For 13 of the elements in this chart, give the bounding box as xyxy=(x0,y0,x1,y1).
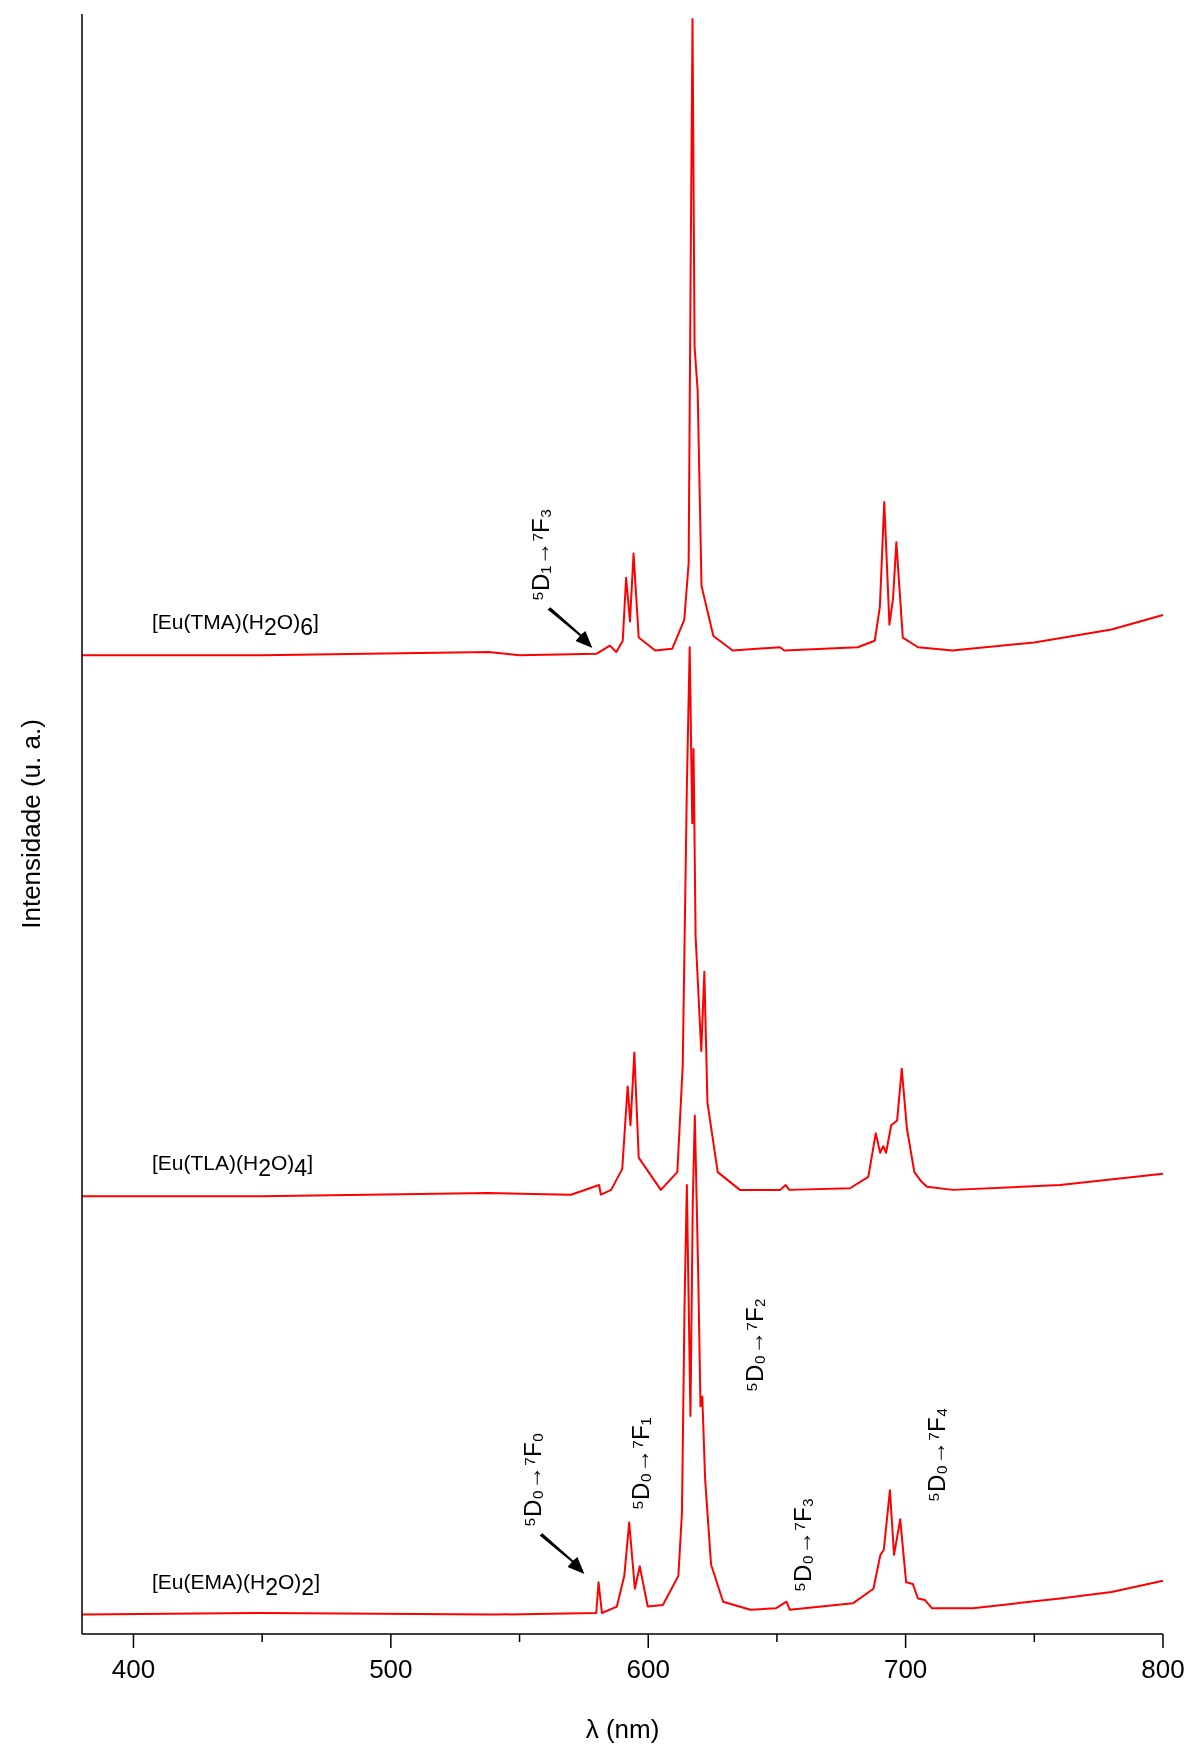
annotation: ⁵D₀→⁷F₂ xyxy=(741,1298,768,1392)
annotation: ⁵D₀→⁷F₄ xyxy=(923,1407,950,1502)
x-tick-label: 600 xyxy=(626,1654,670,1684)
x-tick-label: 400 xyxy=(111,1654,156,1684)
x-tick-label: 800 xyxy=(1141,1654,1185,1684)
x-axis-title: λ (nm) xyxy=(585,1714,660,1744)
y-axis-title: Intensidade (u. a.) xyxy=(16,719,46,929)
x-tick-label: 700 xyxy=(883,1654,928,1684)
annotation: ⁵D₁→⁷F₃ xyxy=(527,508,554,601)
annotation: ⁵D₀→⁷F₃ xyxy=(789,1497,816,1592)
annotation: ⁵D₀→⁷F₀ xyxy=(519,1432,546,1527)
x-tick-label: 500 xyxy=(369,1654,413,1684)
annotation: ⁵D₀→⁷F₁ xyxy=(627,1417,654,1510)
